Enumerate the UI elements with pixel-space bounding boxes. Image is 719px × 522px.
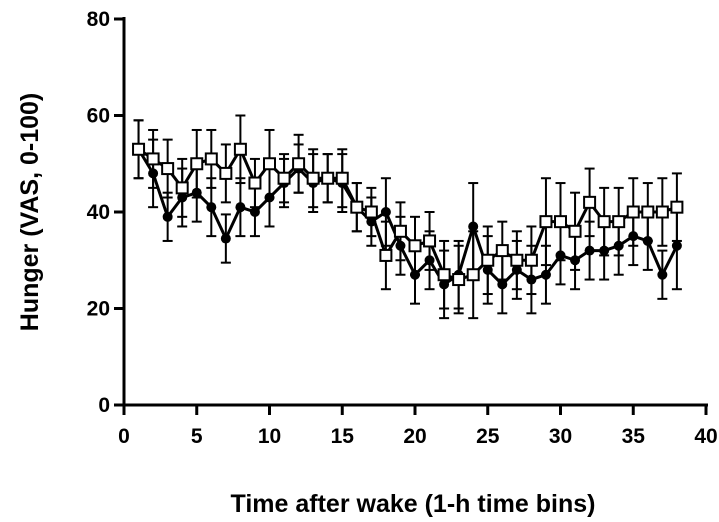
data-point-square (539, 215, 553, 229)
data-point-square (306, 171, 320, 185)
data-point-circle (366, 216, 377, 227)
data-point-circle (540, 269, 551, 280)
data-point-circle (511, 264, 522, 275)
data-point-circle (162, 211, 173, 222)
data-point-circle (584, 245, 595, 256)
data-point-square (423, 234, 437, 248)
axes (114, 17, 708, 415)
data-point-circle (148, 168, 159, 179)
data-point-square (263, 157, 276, 171)
data-point-circle (657, 269, 668, 280)
x-tick-label: 20 (403, 425, 426, 448)
data-point-square (248, 176, 262, 190)
x-tick-label: 15 (331, 425, 355, 448)
y-tick-label: 0 (98, 394, 110, 417)
tick-labels: 0 20 40 60 80 0 5 10 15 20 25 30 35 40 (87, 8, 718, 448)
data-point-circle (526, 274, 537, 285)
x-axis-title: Time after wake (1-h time bins) (231, 490, 596, 518)
series-line-1 (137, 148, 679, 286)
data-point-circle (570, 255, 581, 266)
data-point-circle (482, 264, 493, 275)
data-point-square (161, 162, 175, 176)
data-point-circle (177, 192, 188, 203)
series-lines (137, 147, 679, 286)
data-point-circle (206, 202, 217, 213)
y-tick-label: 20 (87, 298, 110, 321)
y-tick-label: 40 (87, 201, 110, 224)
data-point-square (510, 253, 524, 267)
data-point-square (233, 142, 247, 156)
data-point-square (524, 253, 538, 267)
data-point-circle (249, 207, 260, 217)
y-axis-title: Hunger (VAS, 0-100) (16, 93, 44, 331)
data-point-square (204, 152, 218, 166)
data-point-square (481, 253, 495, 267)
x-tick-label: 10 (258, 425, 281, 448)
data-point-circle (191, 187, 202, 198)
data-point-square (379, 248, 393, 262)
data-point-square (554, 215, 567, 229)
data-point-square (132, 142, 146, 156)
data-point-square (466, 268, 480, 282)
data-point-circle (220, 233, 231, 244)
data-point-square (641, 205, 655, 219)
data-point-circle (380, 207, 391, 217)
data-point-circle (468, 221, 479, 232)
data-point-square (670, 200, 684, 214)
x-tick-label: 35 (622, 425, 646, 448)
data-point-square (408, 239, 422, 253)
y-tick-label: 60 (87, 105, 110, 128)
x-tick-label: 0 (118, 425, 130, 448)
data-point-square (190, 157, 204, 171)
data-point-circle (628, 231, 639, 242)
data-point-square (437, 268, 451, 282)
x-tick-label: 40 (694, 425, 717, 448)
data-point-square (597, 215, 611, 229)
data-point-square (321, 171, 335, 185)
data-point-circle (264, 192, 275, 203)
data-point-square (568, 224, 582, 238)
data-point-circle (613, 240, 624, 251)
x-tick-label: 25 (476, 425, 500, 448)
data-point-square (175, 181, 189, 195)
data-point-circle (555, 250, 566, 261)
x-tick-label: 5 (191, 425, 203, 448)
data-point-circle (642, 235, 653, 246)
data-point-square (495, 244, 509, 258)
data-point-square (146, 152, 160, 166)
data-point-circle (599, 245, 610, 256)
data-point-circle (424, 255, 435, 266)
data-point-circle (497, 279, 508, 290)
data-point-square (277, 171, 291, 185)
data-point-square (292, 157, 306, 171)
data-point-square (219, 166, 233, 180)
data-point-square (626, 205, 640, 219)
y-tick-label: 80 (87, 8, 110, 31)
data-point-square (655, 205, 669, 219)
data-point-square (452, 273, 466, 287)
data-point-square (612, 215, 626, 229)
data-point-square (335, 171, 349, 185)
data-point-circle (235, 202, 246, 213)
data-point-square (364, 205, 378, 219)
data-point-circle (439, 279, 450, 290)
data-point-circle (410, 269, 420, 280)
x-tick-label: 30 (549, 425, 572, 448)
data-point-circle (395, 240, 406, 251)
data-point-square (393, 224, 407, 238)
data-point-square (350, 200, 364, 214)
data-points (132, 142, 684, 290)
data-point-square (583, 195, 597, 209)
data-point-circle (671, 240, 682, 251)
